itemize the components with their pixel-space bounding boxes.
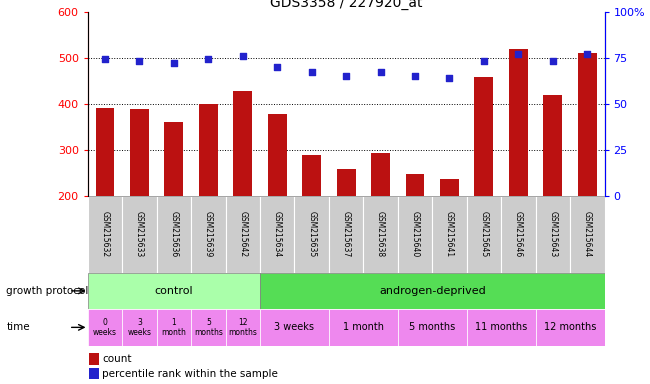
Point: [410, 73, 420, 79]
Bar: [294, 196, 329, 273]
Bar: [226, 196, 260, 273]
Text: GSM215644: GSM215644: [583, 211, 592, 257]
Bar: [96, 108, 114, 196]
Text: growth protocol: growth protocol: [6, 286, 89, 296]
Point: [272, 64, 283, 70]
Text: 12 months: 12 months: [544, 322, 596, 333]
Text: 3
weeks: 3 weeks: [127, 318, 151, 337]
Text: 1
month: 1 month: [161, 318, 187, 337]
Bar: [329, 309, 398, 346]
Point: [547, 58, 558, 65]
Point: [341, 73, 351, 79]
Point: [478, 58, 489, 65]
Bar: [578, 53, 597, 196]
Point: [169, 60, 179, 66]
Title: GDS3358 / 227920_at: GDS3358 / 227920_at: [270, 0, 422, 10]
Bar: [363, 196, 398, 273]
Bar: [88, 273, 260, 309]
Point: [238, 53, 248, 59]
Bar: [406, 174, 424, 196]
Text: GSM215642: GSM215642: [239, 211, 247, 257]
Text: GSM215636: GSM215636: [170, 211, 178, 257]
Text: 5 months: 5 months: [409, 322, 456, 333]
Bar: [199, 104, 218, 196]
Bar: [191, 196, 226, 273]
Point: [307, 69, 317, 75]
Text: count: count: [102, 354, 131, 364]
Text: GSM215641: GSM215641: [445, 211, 454, 257]
Bar: [398, 196, 432, 273]
Text: percentile rank within the sample: percentile rank within the sample: [102, 369, 278, 379]
Bar: [260, 273, 604, 309]
Point: [100, 56, 110, 63]
Text: 1 month: 1 month: [343, 322, 384, 333]
Text: GSM215638: GSM215638: [376, 211, 385, 257]
Bar: [467, 196, 501, 273]
Bar: [260, 196, 294, 273]
Bar: [122, 196, 157, 273]
Bar: [157, 309, 191, 346]
Text: GSM215637: GSM215637: [342, 211, 350, 257]
Bar: [398, 309, 467, 346]
Text: time: time: [6, 322, 30, 332]
Point: [203, 56, 213, 63]
Bar: [122, 309, 157, 346]
Bar: [157, 196, 191, 273]
Bar: [371, 154, 390, 196]
Bar: [88, 196, 122, 273]
Text: androgen-deprived: androgen-deprived: [379, 286, 486, 296]
Text: GSM215643: GSM215643: [549, 211, 557, 257]
Text: GSM215645: GSM215645: [480, 211, 488, 257]
Text: control: control: [155, 286, 193, 296]
Bar: [467, 309, 536, 346]
Text: GSM215635: GSM215635: [307, 211, 316, 257]
Text: GSM215634: GSM215634: [273, 211, 281, 257]
Bar: [88, 309, 122, 346]
Bar: [501, 196, 536, 273]
Bar: [260, 309, 329, 346]
Bar: [302, 155, 321, 196]
Bar: [268, 114, 287, 196]
Text: 11 months: 11 months: [475, 322, 527, 333]
Bar: [337, 169, 356, 196]
Text: 12
months: 12 months: [228, 318, 257, 337]
Point: [376, 69, 386, 75]
Bar: [440, 179, 459, 196]
Text: 5
months: 5 months: [194, 318, 223, 337]
Bar: [536, 196, 570, 273]
Bar: [432, 196, 467, 273]
Text: GSM215640: GSM215640: [411, 211, 419, 257]
Point: [135, 58, 145, 65]
Bar: [191, 309, 226, 346]
Bar: [509, 49, 528, 196]
Bar: [570, 196, 604, 273]
Bar: [536, 309, 605, 346]
Point: [582, 51, 593, 57]
Bar: [233, 91, 252, 196]
Point: [514, 51, 524, 57]
Text: GSM215632: GSM215632: [101, 211, 109, 257]
Text: GSM215639: GSM215639: [204, 211, 213, 257]
Point: [445, 75, 455, 81]
Text: 3 weeks: 3 weeks: [274, 322, 315, 333]
Text: 0
weeks: 0 weeks: [93, 318, 117, 337]
Bar: [164, 122, 183, 196]
Bar: [474, 77, 493, 196]
Bar: [329, 196, 363, 273]
Bar: [226, 309, 260, 346]
Text: GSM215646: GSM215646: [514, 211, 523, 257]
Text: GSM215633: GSM215633: [135, 211, 144, 257]
Bar: [543, 95, 562, 196]
Bar: [130, 109, 149, 196]
